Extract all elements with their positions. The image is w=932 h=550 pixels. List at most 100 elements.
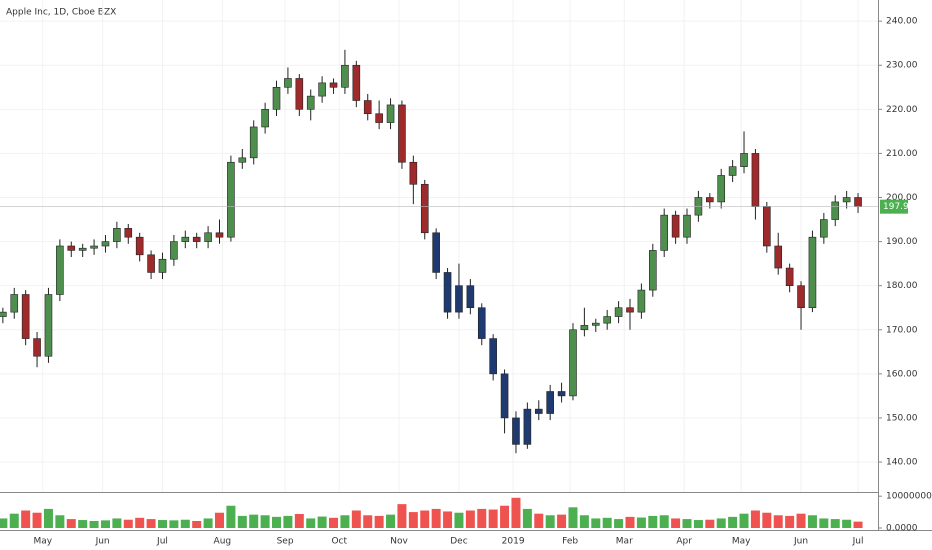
x-tick-label: Nov — [390, 537, 408, 547]
candle-body — [717, 175, 726, 203]
candle-body — [124, 228, 133, 238]
candle-body — [10, 294, 19, 313]
y-tick-label: 0.0000 — [886, 524, 918, 534]
candle-body — [398, 104, 406, 163]
candle-body — [489, 338, 497, 375]
x-tick-label: May — [732, 537, 751, 547]
candle-body — [477, 307, 486, 339]
volume-bar — [317, 516, 327, 528]
volume-bar — [386, 514, 396, 528]
candle-body — [694, 197, 703, 216]
volume-bar — [591, 518, 601, 528]
volume-bar — [511, 497, 521, 528]
y-tick-label: 210.00 — [886, 149, 918, 159]
candle-body — [751, 153, 760, 207]
volume-bar — [716, 518, 726, 528]
candle-body — [569, 329, 577, 397]
volume-bar — [66, 519, 76, 528]
candle-body — [227, 161, 235, 238]
volume-bar — [89, 521, 99, 528]
volume-bar — [728, 516, 738, 528]
y-tick-label: 220.00 — [886, 105, 918, 115]
candle-body — [341, 64, 349, 88]
volume-bar — [568, 507, 578, 528]
candle-body — [808, 236, 817, 309]
volume-bar — [55, 515, 65, 528]
y-tick-label: 200.00 — [886, 193, 918, 203]
x-tick-label: Jun — [95, 537, 110, 547]
volume-bar — [237, 515, 247, 528]
candle-body — [409, 161, 418, 185]
candle-body — [78, 247, 87, 251]
candle-body — [557, 391, 566, 397]
volume-bar — [340, 515, 350, 528]
y-tick-label: 150.00 — [886, 413, 918, 423]
volume-bar — [260, 515, 270, 528]
volume-bar — [123, 519, 133, 528]
candle-body — [648, 250, 657, 291]
candle-body — [466, 285, 475, 309]
candle-body — [603, 316, 611, 324]
volume-bar — [443, 511, 453, 528]
last-price-tag — [880, 199, 908, 214]
candle-body — [158, 258, 167, 273]
candle-body — [272, 86, 281, 110]
candle-body — [306, 95, 315, 110]
volume-bar — [477, 508, 487, 528]
y-tick-label: 180.00 — [886, 281, 918, 291]
candle-body — [523, 408, 532, 445]
x-tick-label: Jul — [852, 537, 864, 547]
candle-body — [295, 78, 304, 110]
volume-bar — [671, 518, 681, 528]
candle-body — [21, 294, 30, 339]
chart-title: Apple Inc, 1D, Cboe BZX — [6, 8, 116, 18]
candle-body — [147, 254, 155, 273]
y-tick-label: 190.00 — [886, 237, 918, 247]
volume-bar — [465, 510, 475, 528]
volume-bar — [773, 515, 783, 528]
candle-body — [591, 322, 600, 326]
candle-body — [671, 214, 680, 238]
candle-body — [614, 307, 623, 317]
volume-bar — [0, 518, 8, 528]
candle-body — [284, 78, 292, 88]
volume-bar — [420, 510, 430, 528]
volume-bar — [112, 518, 122, 528]
x-tick-label: Aug — [214, 537, 232, 547]
x-tick-label: Apr — [676, 537, 692, 547]
candle-body — [774, 245, 783, 269]
volume-bar — [272, 516, 282, 528]
volume-bar — [135, 517, 145, 528]
candle-body — [455, 285, 463, 313]
volume-bar — [283, 515, 293, 528]
candle-body — [204, 232, 212, 242]
y-tick-label: 160.00 — [886, 369, 918, 379]
volume-bar — [693, 520, 703, 528]
x-tick-label: Feb — [562, 537, 578, 547]
volume-bar — [32, 512, 42, 528]
volume-bar — [807, 515, 817, 528]
volume-bar — [819, 518, 829, 528]
volume-bar — [351, 510, 361, 528]
candle-body — [740, 153, 748, 167]
volume-bar — [169, 520, 179, 528]
volume-bar — [602, 517, 612, 528]
volume-bar — [9, 513, 19, 528]
candle-body — [683, 214, 691, 238]
volume-bar — [408, 512, 418, 528]
volume-bar — [500, 505, 510, 528]
candle-body — [660, 214, 669, 251]
volume-bar — [659, 515, 669, 528]
x-tick-label: May — [33, 537, 52, 547]
volume-bar — [830, 519, 840, 528]
last-price-label: 197.92 — [883, 202, 915, 212]
volume-bar — [534, 513, 544, 528]
volume-bar — [739, 513, 749, 528]
y-tick-label: 240.00 — [886, 17, 918, 27]
volume-bar — [226, 505, 236, 528]
x-tick-label: Jul — [156, 537, 168, 547]
volume-bar — [374, 515, 384, 528]
candle-body — [763, 206, 771, 247]
candle-body — [797, 285, 805, 309]
